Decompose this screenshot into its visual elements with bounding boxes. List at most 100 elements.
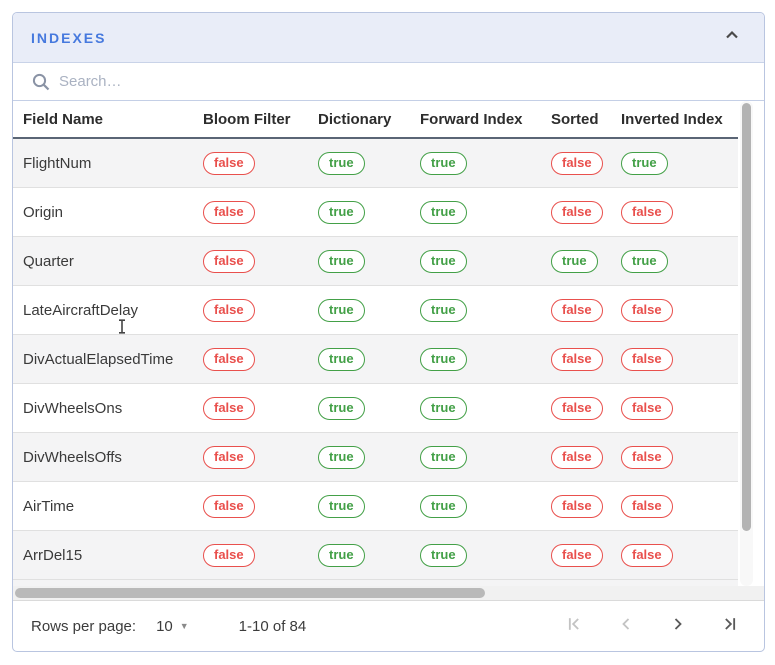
last-page-button[interactable]	[720, 616, 740, 636]
forward-index-badge: true	[420, 200, 467, 224]
dictionary-badge: true	[318, 543, 365, 567]
dropdown-caret-icon: ▼	[179, 621, 189, 631]
dictionary-badge: true	[318, 200, 365, 224]
forward-index-badge: true	[420, 298, 467, 322]
bloom-filter-badge: false	[203, 396, 255, 420]
inverted-index-badge: false	[621, 200, 673, 224]
column-header-forward-index: Forward Index	[420, 110, 523, 128]
column-header-field-name: Field Name	[23, 110, 104, 128]
rows-per-page-select[interactable]: 10 ▼	[156, 618, 189, 635]
column-header-dictionary: Dictionary	[318, 110, 392, 128]
bloom-filter-badge: false	[203, 494, 255, 518]
field-name: DivActualElapsedTime	[23, 350, 174, 368]
sorted-badge: false	[551, 151, 603, 175]
forward-index-badge: true	[420, 347, 467, 371]
dictionary-badge: true	[318, 445, 365, 469]
first-page-button[interactable]	[564, 616, 584, 636]
last-page-icon	[720, 614, 740, 638]
next-page-button[interactable]	[668, 616, 688, 636]
collapse-button[interactable]	[720, 26, 744, 50]
sorted-badge: false	[551, 347, 603, 371]
sorted-badge: false	[551, 445, 603, 469]
horizontal-scrollbar-thumb[interactable]	[15, 588, 485, 598]
field-name: DivWheelsOns	[23, 399, 123, 417]
bloom-filter-badge: false	[203, 543, 255, 567]
chevron-up-icon	[722, 25, 742, 50]
previous-page-button[interactable]	[616, 616, 636, 636]
first-page-icon	[564, 614, 584, 638]
field-name: AirTime	[23, 497, 75, 515]
column-header-sorted: Sorted	[551, 110, 599, 128]
inverted-index-badge: false	[621, 298, 673, 322]
text-cursor	[117, 319, 127, 339]
table-row: LateAircraftDelay false true true false …	[13, 286, 738, 335]
table-row: DivActualElapsedTime false true true fal…	[13, 335, 738, 384]
bloom-filter-badge: false	[203, 151, 255, 175]
panel-header: INDEXES	[13, 13, 764, 63]
search-bar	[13, 63, 764, 101]
bloom-filter-badge: false	[203, 200, 255, 224]
field-name: Origin	[23, 203, 64, 221]
sorted-badge: false	[551, 298, 603, 322]
table-header-row: Field Name Bloom Filter Dictionary Forwa…	[13, 101, 738, 139]
sorted-badge: false	[551, 543, 603, 567]
inverted-index-badge: true	[621, 151, 668, 175]
table-row: DivWheelsOns false true true false false	[13, 384, 738, 433]
bloom-filter-badge: false	[203, 445, 255, 469]
horizontal-scrollbar[interactable]	[13, 586, 764, 600]
inverted-index-badge: true	[621, 249, 668, 273]
indexes-panel: INDEXES Field Name Bloom Filter Dictiona…	[12, 12, 765, 652]
field-name: LateAircraftDelay	[23, 301, 139, 319]
sorted-badge: false	[551, 200, 603, 224]
sorted-badge: true	[551, 249, 598, 273]
indexes-table: Field Name Bloom Filter Dictionary Forwa…	[13, 101, 764, 600]
dictionary-badge: true	[318, 249, 365, 273]
forward-index-badge: true	[420, 543, 467, 567]
search-icon	[31, 72, 51, 92]
rows-per-page-label: Rows per page:	[31, 617, 137, 635]
field-name: Quarter	[23, 252, 74, 270]
inverted-index-badge: false	[621, 396, 673, 420]
column-header-bloom-filter: Bloom Filter	[203, 110, 291, 128]
partially-scrolled-row	[13, 580, 738, 586]
inverted-index-badge: false	[621, 445, 673, 469]
table-row: DivWheelsOffs false true true false fals…	[13, 433, 738, 482]
bloom-filter-badge: false	[203, 347, 255, 371]
column-header-inverted-index: Inverted Index	[621, 110, 723, 128]
inverted-index-badge: false	[621, 543, 673, 567]
forward-index-badge: true	[420, 151, 467, 175]
chevron-right-icon	[668, 614, 688, 638]
dictionary-badge: true	[318, 494, 365, 518]
panel-title: INDEXES	[31, 29, 107, 46]
page-range-text: 1-10 of 84	[238, 617, 307, 635]
bloom-filter-badge: false	[203, 298, 255, 322]
dictionary-badge: true	[318, 396, 365, 420]
field-name: ArrDel15	[23, 546, 83, 564]
dictionary-badge: true	[318, 298, 365, 322]
sorted-badge: false	[551, 494, 603, 518]
forward-index-badge: true	[420, 396, 467, 420]
forward-index-badge: true	[420, 249, 467, 273]
inverted-index-badge: false	[621, 494, 673, 518]
forward-index-badge: true	[420, 494, 467, 518]
vertical-scrollbar-thumb[interactable]	[742, 103, 751, 531]
search-input[interactable]	[59, 73, 752, 90]
table-row: Origin false true true false false	[13, 188, 738, 237]
bloom-filter-badge: false	[203, 249, 255, 273]
forward-index-badge: true	[420, 445, 467, 469]
inverted-index-badge: false	[621, 347, 673, 371]
table-row: FlightNum false true true false true	[13, 139, 738, 188]
table-row: AirTime false true true false false	[13, 482, 738, 531]
pager-controls	[564, 616, 740, 636]
field-name: FlightNum	[23, 154, 92, 172]
table-row: ArrDel15 false true true false false	[13, 531, 738, 580]
chevron-left-icon	[616, 614, 636, 638]
sorted-badge: false	[551, 396, 603, 420]
pagination-bar: Rows per page: 10 ▼ 1-10 of 84	[13, 600, 764, 651]
dictionary-badge: true	[318, 347, 365, 371]
vertical-scrollbar[interactable]	[740, 101, 753, 586]
dictionary-badge: true	[318, 151, 365, 175]
table-row: Quarter false true true true true	[13, 237, 738, 286]
rows-per-page-value: 10	[156, 617, 173, 635]
field-name: DivWheelsOffs	[23, 448, 122, 466]
